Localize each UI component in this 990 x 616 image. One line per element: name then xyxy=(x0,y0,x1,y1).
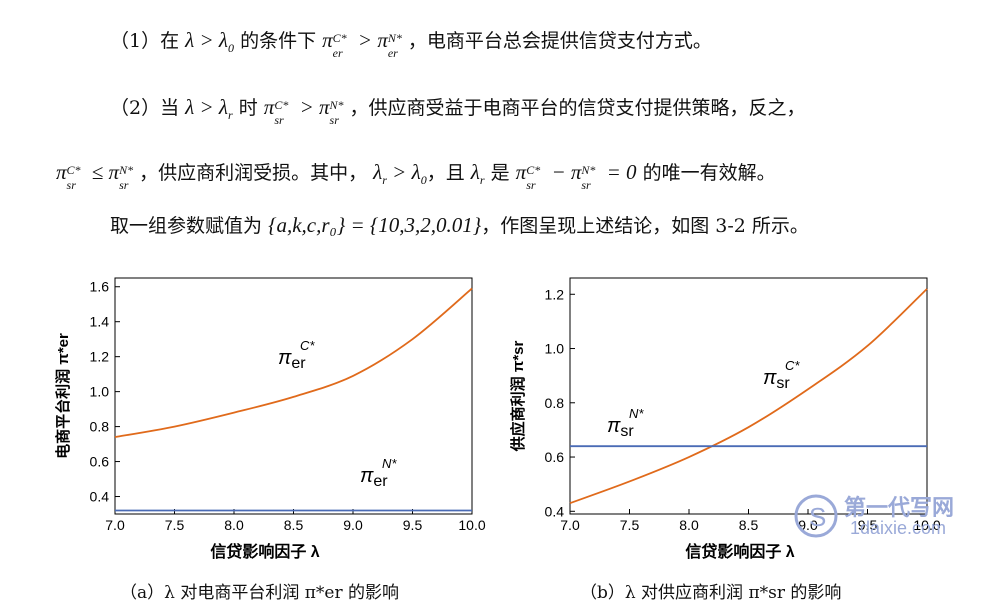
x-tick-label: 9.0 xyxy=(343,517,363,533)
y-tick-label: 1.0 xyxy=(90,384,110,400)
series-line-0 xyxy=(569,288,928,504)
series-label-sup-1: N* xyxy=(382,456,397,471)
y-tick-label: 0.8 xyxy=(545,395,565,411)
y-tick-label: 1.6 xyxy=(90,279,110,295)
l4-a: 取一组参数赋值为 xyxy=(110,215,263,237)
y-axis-label: 电商平台利润 π*er xyxy=(54,333,72,459)
x-tick-label: 10.0 xyxy=(458,517,485,533)
series-label-sup-1: N* xyxy=(629,406,644,421)
svg-text:S: S xyxy=(809,502,826,532)
series-label-sup-0: C* xyxy=(300,338,315,353)
y-tick-label: 0.4 xyxy=(545,503,565,519)
chart-a-ecommerce-profit: 7.0 7.5 8.0 8.5 9.0 9.5 10.0 0.4 0.6 0.8 1.0 1.2 1.4… xyxy=(54,277,486,561)
l4-b: ，作图呈现上述结论，如图 3-2 所示。 xyxy=(481,215,809,237)
series-label-1: πer xyxy=(360,465,388,490)
paragraph-line-4: 取一组参数赋值为 {a,k,c,r₀} = {10,3,2,0.01}，作图呈现… xyxy=(110,213,809,238)
x-tick-label: 7.5 xyxy=(165,517,185,533)
l2-num: （2）当 xyxy=(110,97,180,119)
y-tick-label: 1.2 xyxy=(545,286,565,302)
series-label-sup-0: C* xyxy=(785,358,800,373)
l3-d: 的唯一有效解。 xyxy=(642,162,776,184)
watermark-logo-icon: S xyxy=(794,494,838,538)
x-tick-label: 8.5 xyxy=(284,517,304,533)
x-tick-label: 9.5 xyxy=(858,517,878,533)
formula-lambdar-gt-lambda0: λr > λ0 xyxy=(373,160,427,187)
watermark-cn: 第一代写网 xyxy=(844,496,955,521)
x-tick-label: 8.0 xyxy=(679,517,699,533)
formula-pi-er-compare: π C* er > π N* er xyxy=(322,28,402,61)
y-tick-label: 0.4 xyxy=(90,489,110,505)
formula-pi-sr-diff-zero: π C* sr − π N* sr = 0 xyxy=(515,160,637,193)
chart-b-supplier-profit: 7.0 7.5 8.0 8.5 9.0 9.5 10.0 0.4 0.6 0.8 1.0 1.2 πsr… xyxy=(509,277,941,561)
formula-lambda-gt-lambdar: λ > λr xyxy=(185,95,233,122)
caption-a: （a）λ 对电商平台利润 π*er 的影响 xyxy=(120,583,399,603)
x-tick-label: 9.0 xyxy=(798,517,818,533)
formula-pi-sr-leq: π C* sr ≤ π N* sr xyxy=(56,160,134,193)
watermark-en: 1daixie.com xyxy=(850,518,947,538)
series-line-0 xyxy=(114,287,473,438)
caption-b: （b）λ 对供应商利润 π*sr 的影响 xyxy=(580,583,842,603)
paragraph-line-3: π C* sr ≤ π N* sr ，供应商利润受损。其中， λr > λ0，且 λr 是… xyxy=(56,160,776,192)
paragraph-line-2: （2）当 λ > λr 时 π C* sr > π N* sr ，供应商受益于电商平台的信… xyxy=(110,95,806,127)
y-tick-label: 0.8 xyxy=(90,419,110,435)
x-tick-label: 8.5 xyxy=(739,517,759,533)
y-tick-label: 1.4 xyxy=(90,314,110,330)
l2-end: ，供应商受益于电商平台的信贷支付提供策略，反之， xyxy=(349,97,806,119)
x-tick-label: 8.0 xyxy=(224,517,244,533)
l3-c: 是 xyxy=(490,162,510,184)
paragraph-line-1: （1）在 λ > λ0 的条件下 π C* er > π N* er ，电商平台总会提供信… xyxy=(110,28,712,60)
x-tick-label: 7.5 xyxy=(620,517,640,533)
l3-b: ，且 xyxy=(426,162,465,184)
y-tick-label: 1.0 xyxy=(545,341,565,357)
l1-num: （1）在 xyxy=(110,30,180,52)
y-tick-label: 0.6 xyxy=(545,449,565,465)
x-tick-label: 7.0 xyxy=(560,517,580,533)
formula-lambda-gt-lambda0: λ > λ0 xyxy=(185,28,235,55)
l1-end: ，电商平台总会提供信贷支付方式。 xyxy=(407,30,712,52)
plot-frame xyxy=(569,277,928,515)
x-tick-label: 10.0 xyxy=(913,517,940,533)
y-tick-label: 0.6 xyxy=(90,454,110,470)
y-tick-label: 1.2 xyxy=(90,349,110,365)
x-tick-label: 7.0 xyxy=(105,517,125,533)
formula-lambdar: λr xyxy=(470,160,485,187)
formula-parameters: {a,k,c,r₀} = {10,3,2,0.01} xyxy=(268,213,482,237)
x-axis-label: 信贷影响因子 λ xyxy=(210,542,319,561)
formula-pi-sr-compare: π C* sr > π N* sr xyxy=(263,95,344,128)
l2-time: 时 xyxy=(238,97,258,119)
series-label-1: πsr xyxy=(607,415,634,440)
series-label-0: πsr xyxy=(763,367,790,392)
series-label-0: πer xyxy=(278,347,306,372)
watermark: S 第一代写网 1daixie.com xyxy=(792,488,982,552)
x-tick-label: 9.5 xyxy=(403,517,423,533)
x-axis-label: 信贷影响因子 λ xyxy=(685,542,794,561)
y-axis-label: 供应商利润 π*sr xyxy=(509,341,527,453)
l1-cond: 的条件下 xyxy=(240,30,317,52)
l3-a: ，供应商利润受损。其中， xyxy=(139,162,368,184)
